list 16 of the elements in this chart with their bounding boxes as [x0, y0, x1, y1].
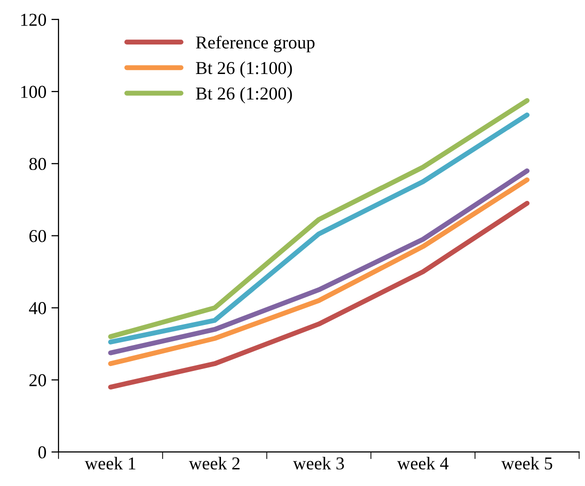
legend-label: Bt 26 (1:200) [196, 86, 292, 104]
legend-label: Bt 26 (1:100) [196, 61, 292, 78]
x-tick-label: week 4 [397, 456, 448, 470]
y-tick-label: 100 [21, 86, 46, 98]
x-tick-label: week 3 [293, 456, 344, 470]
y-tick-label: 120 [21, 14, 46, 26]
x-tick-label: week 5 [501, 456, 552, 470]
x-tick-label: week 1 [84, 456, 136, 470]
y-tick-label: 80 [29, 158, 46, 170]
y-tick-label: 60 [29, 230, 46, 242]
y-tick-label: 20 [29, 374, 46, 386]
y-tick-label: 40 [28, 302, 46, 314]
x-tick-label: week 2 [188, 456, 240, 470]
legend-label: Reference group [196, 36, 315, 52]
line-series [108, 200, 530, 390]
y-tick-label: 0 [38, 446, 46, 458]
